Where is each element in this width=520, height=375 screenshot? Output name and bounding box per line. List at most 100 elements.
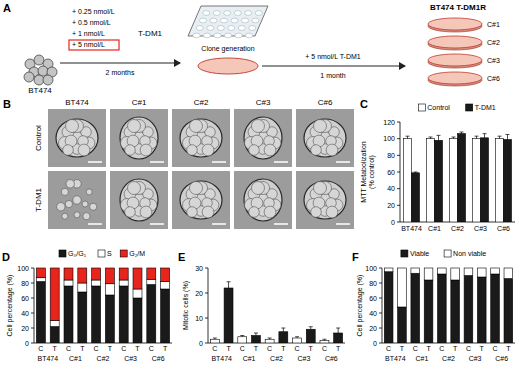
bar xyxy=(64,268,73,280)
cell xyxy=(128,182,141,195)
bar xyxy=(451,268,460,280)
cell xyxy=(314,182,327,195)
y-tick xyxy=(397,205,400,206)
cell xyxy=(326,206,338,218)
x-tick-label: T xyxy=(480,345,485,352)
legend-label: T-DM1 xyxy=(475,104,496,111)
panel-letter: E xyxy=(178,251,185,263)
legend-swatch xyxy=(59,250,66,257)
arrow xyxy=(262,66,405,67)
y-axis xyxy=(382,268,383,343)
column-header: C#6 xyxy=(318,98,333,107)
well xyxy=(228,26,235,31)
bar xyxy=(105,268,114,284)
cell xyxy=(202,144,214,156)
error-cap xyxy=(295,336,299,337)
bar xyxy=(504,279,513,344)
error-cap xyxy=(506,134,510,135)
legend: ViableNon viable xyxy=(401,250,486,257)
y-tick xyxy=(31,313,34,314)
bar xyxy=(427,139,435,222)
well xyxy=(252,18,259,23)
x-tick-label: T xyxy=(254,345,259,352)
y-tick-label: 20 xyxy=(369,325,377,332)
x-tick-label: C xyxy=(66,345,71,352)
x-tick-label: T xyxy=(400,345,405,352)
error-cap xyxy=(429,137,433,138)
x-tick-label: C xyxy=(212,345,217,352)
scale-bar xyxy=(274,223,288,225)
y-tick xyxy=(397,122,400,123)
x-tick-label: C xyxy=(493,345,498,352)
error-stem xyxy=(310,327,311,330)
bar xyxy=(435,140,443,222)
bar xyxy=(64,280,73,286)
y-tick-label: 100 xyxy=(383,135,395,142)
group-label: BT474 xyxy=(385,355,406,362)
error-stem xyxy=(438,135,439,140)
error-bar xyxy=(240,336,244,337)
cell xyxy=(190,182,203,195)
figure: ABT474+ 0.25 nmol/L+ 0.5 nmol/L+ 1 nmol/… xyxy=(0,0,520,375)
legend-label: G₂/M xyxy=(129,250,145,257)
cell xyxy=(61,188,68,195)
legend-label: G₀/G₁ xyxy=(68,250,87,257)
cell-icon xyxy=(34,75,44,85)
axes: 0102030 xyxy=(195,265,345,347)
y-tick-label: 100 xyxy=(365,265,377,272)
y-tick-label: 20 xyxy=(387,202,395,209)
y-tick-label: 120 xyxy=(383,119,395,126)
cell xyxy=(63,145,74,156)
x-tick-label: C#6 xyxy=(497,225,510,232)
legend-swatch xyxy=(444,250,451,257)
error-cap xyxy=(268,338,272,339)
error-cap xyxy=(437,135,441,136)
group-label: BT474 xyxy=(37,355,58,362)
bar xyxy=(412,173,420,222)
bar xyxy=(50,327,59,344)
y-tick-label: 0 xyxy=(373,340,377,347)
group-label: C#2 xyxy=(97,355,110,362)
error-stem xyxy=(283,328,284,332)
cell xyxy=(83,213,90,220)
error-cap xyxy=(336,328,340,329)
x-tick-label: C xyxy=(267,345,272,352)
y-tick-label: 20 xyxy=(195,290,203,297)
bar xyxy=(293,338,302,343)
cell xyxy=(314,120,327,133)
x-tick-label: T xyxy=(453,345,458,352)
error-bar xyxy=(414,172,418,174)
cell xyxy=(66,180,74,188)
cell xyxy=(187,207,198,218)
cell xyxy=(73,196,81,204)
cell-line: BT474 xyxy=(28,86,52,95)
bar xyxy=(458,134,466,222)
bar xyxy=(477,268,486,277)
scale-bar xyxy=(212,161,226,163)
dose: + 0.5 nmol/L xyxy=(72,19,111,26)
y-label: Cell percentage (%) xyxy=(6,275,14,337)
bar xyxy=(404,139,412,222)
dish xyxy=(428,54,482,66)
y-tick xyxy=(31,283,34,284)
colony xyxy=(180,181,222,219)
well xyxy=(224,11,231,16)
y-axis xyxy=(208,268,209,343)
y-tick-label: 20 xyxy=(21,325,29,332)
duration: 1 month xyxy=(320,72,345,79)
legend-swatch xyxy=(418,104,425,111)
error-bar xyxy=(429,137,433,139)
micrograph xyxy=(172,109,230,167)
bar xyxy=(36,282,45,344)
legend-swatch xyxy=(401,250,408,257)
cell xyxy=(249,207,260,218)
column-header: BT474 xyxy=(65,98,89,107)
error-bar xyxy=(460,132,464,134)
y-tick-label: 40 xyxy=(369,310,377,317)
panel-letter: A xyxy=(3,2,11,14)
micrograph xyxy=(48,171,106,229)
cell xyxy=(264,206,276,218)
group-label: C#1 xyxy=(243,355,256,362)
row-label: T-DM1 xyxy=(34,187,43,212)
scale-bar xyxy=(150,161,164,163)
